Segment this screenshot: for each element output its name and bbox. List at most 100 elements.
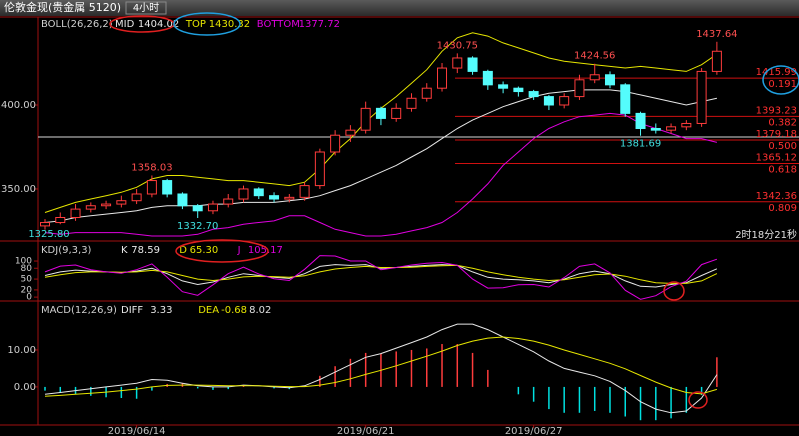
candle-body bbox=[70, 208, 81, 218]
candle-body bbox=[513, 87, 524, 93]
instrument-title: 伦敦金现(贵金属 5120) bbox=[4, 0, 121, 14]
series-line bbox=[44, 323, 718, 414]
candle-body bbox=[131, 193, 142, 202]
legend-value: 105.17 bbox=[248, 245, 283, 256]
legend-value: 78.59 bbox=[131, 245, 160, 256]
candle-body bbox=[421, 87, 432, 99]
series-line bbox=[44, 336, 718, 397]
candle-body bbox=[406, 97, 417, 109]
legend-name: TOP bbox=[185, 19, 206, 30]
indicator-title: MACD(12,26,9) bbox=[41, 305, 117, 316]
candle-body bbox=[253, 188, 264, 197]
fib-ratio: 0.618 bbox=[768, 165, 797, 176]
y-tick-label: 1400.00 bbox=[0, 100, 36, 111]
period[interactable]: 4小时 bbox=[133, 2, 159, 14]
price-panel bbox=[40, 32, 799, 237]
macd-panel bbox=[44, 323, 718, 421]
candle-body bbox=[238, 188, 249, 200]
candle-body bbox=[635, 112, 646, 129]
candle-body bbox=[146, 180, 157, 195]
legend-name: D bbox=[179, 245, 187, 256]
legend-name: J bbox=[237, 245, 241, 256]
candle-body bbox=[55, 216, 66, 224]
candle-body bbox=[207, 203, 218, 212]
candle-body bbox=[711, 50, 722, 72]
high-label: 1437.64 bbox=[696, 29, 737, 40]
annotation-circle bbox=[175, 239, 269, 263]
candle-body bbox=[681, 122, 692, 128]
candle-body bbox=[40, 222, 50, 227]
annotation-circle bbox=[663, 281, 685, 301]
candle-body bbox=[437, 67, 448, 89]
candle-body bbox=[666, 126, 677, 131]
legend-value: -0.68 bbox=[221, 305, 247, 316]
high-label: 1430.75 bbox=[437, 40, 478, 51]
candle-body bbox=[299, 185, 310, 198]
series-line bbox=[44, 264, 718, 284]
x-tick-label: 2019/06/21 bbox=[337, 426, 395, 436]
annotation-circle bbox=[173, 12, 241, 36]
indicator-title: BOLL(26,26,2) bbox=[41, 19, 113, 30]
candle-body bbox=[192, 205, 203, 212]
period-button[interactable] bbox=[125, 1, 167, 15]
series-line bbox=[44, 89, 718, 223]
candle-body bbox=[375, 107, 386, 119]
fib-price: 1365.12 bbox=[756, 153, 797, 164]
kdj-panel bbox=[44, 255, 718, 300]
candle-body bbox=[85, 205, 96, 210]
low-label: 1325.80 bbox=[28, 229, 69, 240]
x-tick-label: 2019/06/27 bbox=[505, 426, 563, 436]
candle-body bbox=[345, 129, 356, 136]
legend-name: BOTTOM bbox=[257, 19, 300, 30]
candle-body bbox=[116, 200, 127, 205]
fib-price: 1379.18 bbox=[756, 129, 797, 140]
x-tick-label: 2019/06/14 bbox=[108, 426, 166, 436]
legend-name: K bbox=[121, 245, 128, 256]
low-label: 1381.69 bbox=[620, 139, 661, 150]
candle-body bbox=[528, 91, 539, 98]
candle-body bbox=[223, 198, 234, 205]
series-line bbox=[44, 112, 718, 237]
candle-body bbox=[162, 180, 173, 195]
legend-value: 65.30 bbox=[190, 245, 219, 256]
low-label: 1332.70 bbox=[177, 221, 218, 232]
legend-name: DEA bbox=[198, 305, 219, 316]
indicator-title: KDJ(9,3,3) bbox=[41, 245, 92, 256]
candle-body bbox=[498, 84, 509, 89]
y-tick-label: 0.00 bbox=[14, 382, 36, 393]
annotation-circle bbox=[688, 391, 708, 409]
fib-price: 1393.23 bbox=[756, 105, 797, 116]
y-tick-label: 0 bbox=[26, 293, 32, 303]
candle-body bbox=[574, 79, 585, 98]
fib-ratio: 0.382 bbox=[768, 117, 797, 128]
series-line bbox=[44, 255, 718, 300]
legend-value: 1404.02 bbox=[138, 19, 179, 30]
candle-body bbox=[177, 193, 188, 207]
fib-ratio: 0.191 bbox=[768, 79, 797, 90]
title-bar bbox=[0, 0, 799, 16]
candle-body bbox=[284, 196, 295, 200]
annotation-circle bbox=[762, 65, 799, 95]
y-tick-label: 50 bbox=[21, 275, 33, 285]
candle-body bbox=[391, 107, 402, 119]
legend-name: DIFF bbox=[121, 305, 143, 316]
y-tick-label: 1350.00 bbox=[0, 184, 36, 195]
candle-body bbox=[269, 195, 280, 200]
candle-body bbox=[620, 84, 631, 114]
high-label: 1424.56 bbox=[574, 51, 615, 62]
candle-body bbox=[452, 57, 463, 69]
candle-body bbox=[314, 151, 325, 187]
legend-value: 3.33 bbox=[150, 305, 172, 316]
fib-price: 1342.36 bbox=[756, 191, 797, 202]
fib-ratio: 0.500 bbox=[768, 141, 797, 152]
fib-price: 1415.99 bbox=[756, 67, 797, 78]
y-tick-label: 20 bbox=[21, 285, 33, 295]
candle-body bbox=[696, 70, 707, 124]
candle-body bbox=[467, 57, 478, 72]
countdown: 2时18分21秒 bbox=[735, 228, 797, 241]
legend-value: 1377.72 bbox=[299, 19, 340, 30]
candle-body bbox=[482, 70, 493, 86]
